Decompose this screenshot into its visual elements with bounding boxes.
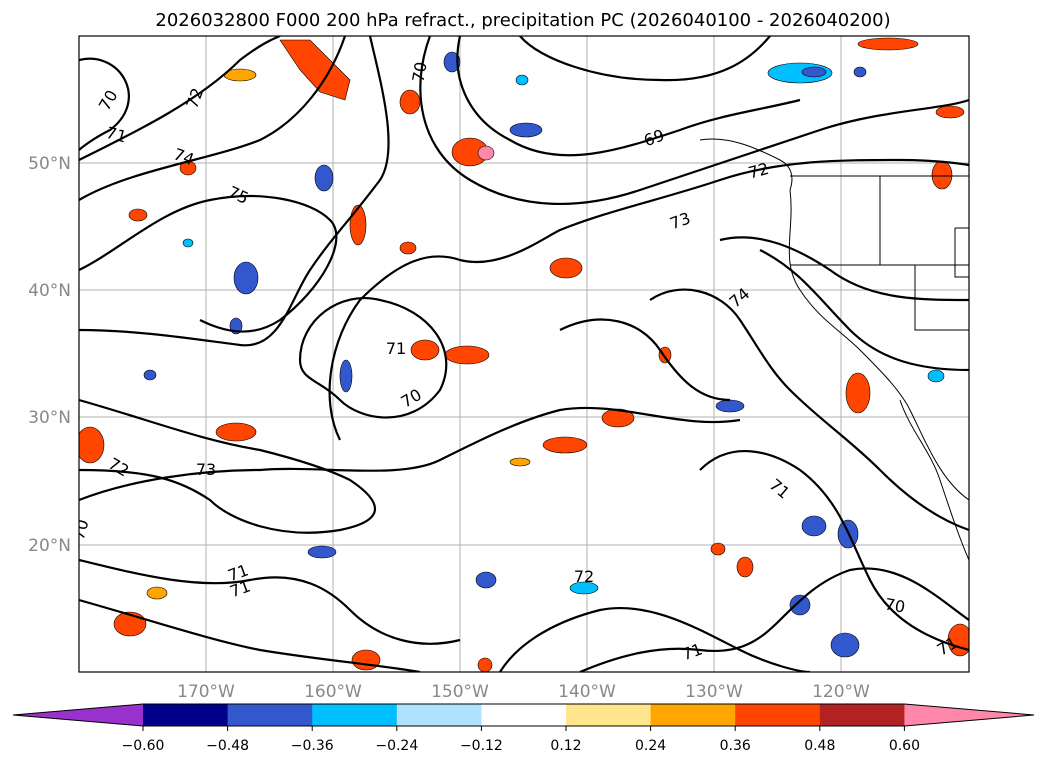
contour-label: 71 <box>386 339 406 358</box>
colorbar: −0.60 −0.48 −0.36 −0.24 −0.12 0.12 0.24 0.36 0.4… <box>12 703 1035 754</box>
lon-label: 120°W <box>812 682 870 702</box>
lat-label: 50°N <box>28 154 71 174</box>
contour-label: 73 <box>196 460 216 479</box>
colorbar-tick-label: 0.36 <box>720 738 751 754</box>
contour-label: 72 <box>574 567 594 586</box>
colorbar-segment <box>143 704 229 726</box>
colorbar-tick-label: 0.60 <box>889 738 920 754</box>
contour-label: 70 <box>408 60 430 83</box>
map-frame <box>78 35 970 673</box>
lon-label: 160°W <box>304 682 362 702</box>
lat-label: 20°N <box>28 536 71 556</box>
lon-label: 130°W <box>685 682 743 702</box>
latitude-labels: 50°N 40°N 30°N 20°N <box>28 154 71 556</box>
colorbar-extend-high <box>904 704 1034 726</box>
refractivity-contours <box>79 36 969 672</box>
colorbar-segment <box>566 704 652 726</box>
colorbar-segment <box>735 704 821 726</box>
colorbar-tick-label: 0.48 <box>804 738 835 754</box>
colorbar-tick-label: −0.36 <box>291 738 334 754</box>
figure-title: 2026032800 F000 200 hPa refract., precip… <box>155 10 890 31</box>
colorbar-extend-low <box>13 704 143 726</box>
graticule <box>79 36 969 672</box>
contour-label: 70 <box>883 594 906 616</box>
colorbar-tick-label: −0.60 <box>122 738 165 754</box>
colorbar-segment <box>481 704 567 726</box>
colorbar-tick-label: 0.12 <box>550 738 581 754</box>
colorbar-segment <box>227 704 313 726</box>
lat-label: 30°N <box>28 408 71 428</box>
colorbar-tick-label: −0.24 <box>375 738 418 754</box>
lon-label: 150°W <box>431 682 489 702</box>
lon-label: 170°W <box>177 682 235 702</box>
precip-positive-areas <box>79 37 969 672</box>
colorbar-segment <box>312 704 398 726</box>
colorbar-segment <box>819 704 905 726</box>
lon-label: 140°W <box>558 682 616 702</box>
colorbar-tick-label: −0.48 <box>206 738 249 754</box>
contour-label: 72 <box>746 159 771 183</box>
map-panel: 70 72 71 74 75 70 69 72 73 74 71 70 72 7… <box>79 36 969 672</box>
colorbar-tick-label: −0.12 <box>460 738 503 754</box>
longitude-labels: 170°W 160°W 150°W 140°W 130°W 120°W <box>177 682 870 702</box>
lat-label: 40°N <box>28 281 71 301</box>
colorbar-segment <box>650 704 736 726</box>
colorbar-segment <box>396 704 482 726</box>
colorbar-tick-label: 0.24 <box>635 738 666 754</box>
contour-label: 71 <box>104 123 129 147</box>
coastlines <box>699 138 969 561</box>
